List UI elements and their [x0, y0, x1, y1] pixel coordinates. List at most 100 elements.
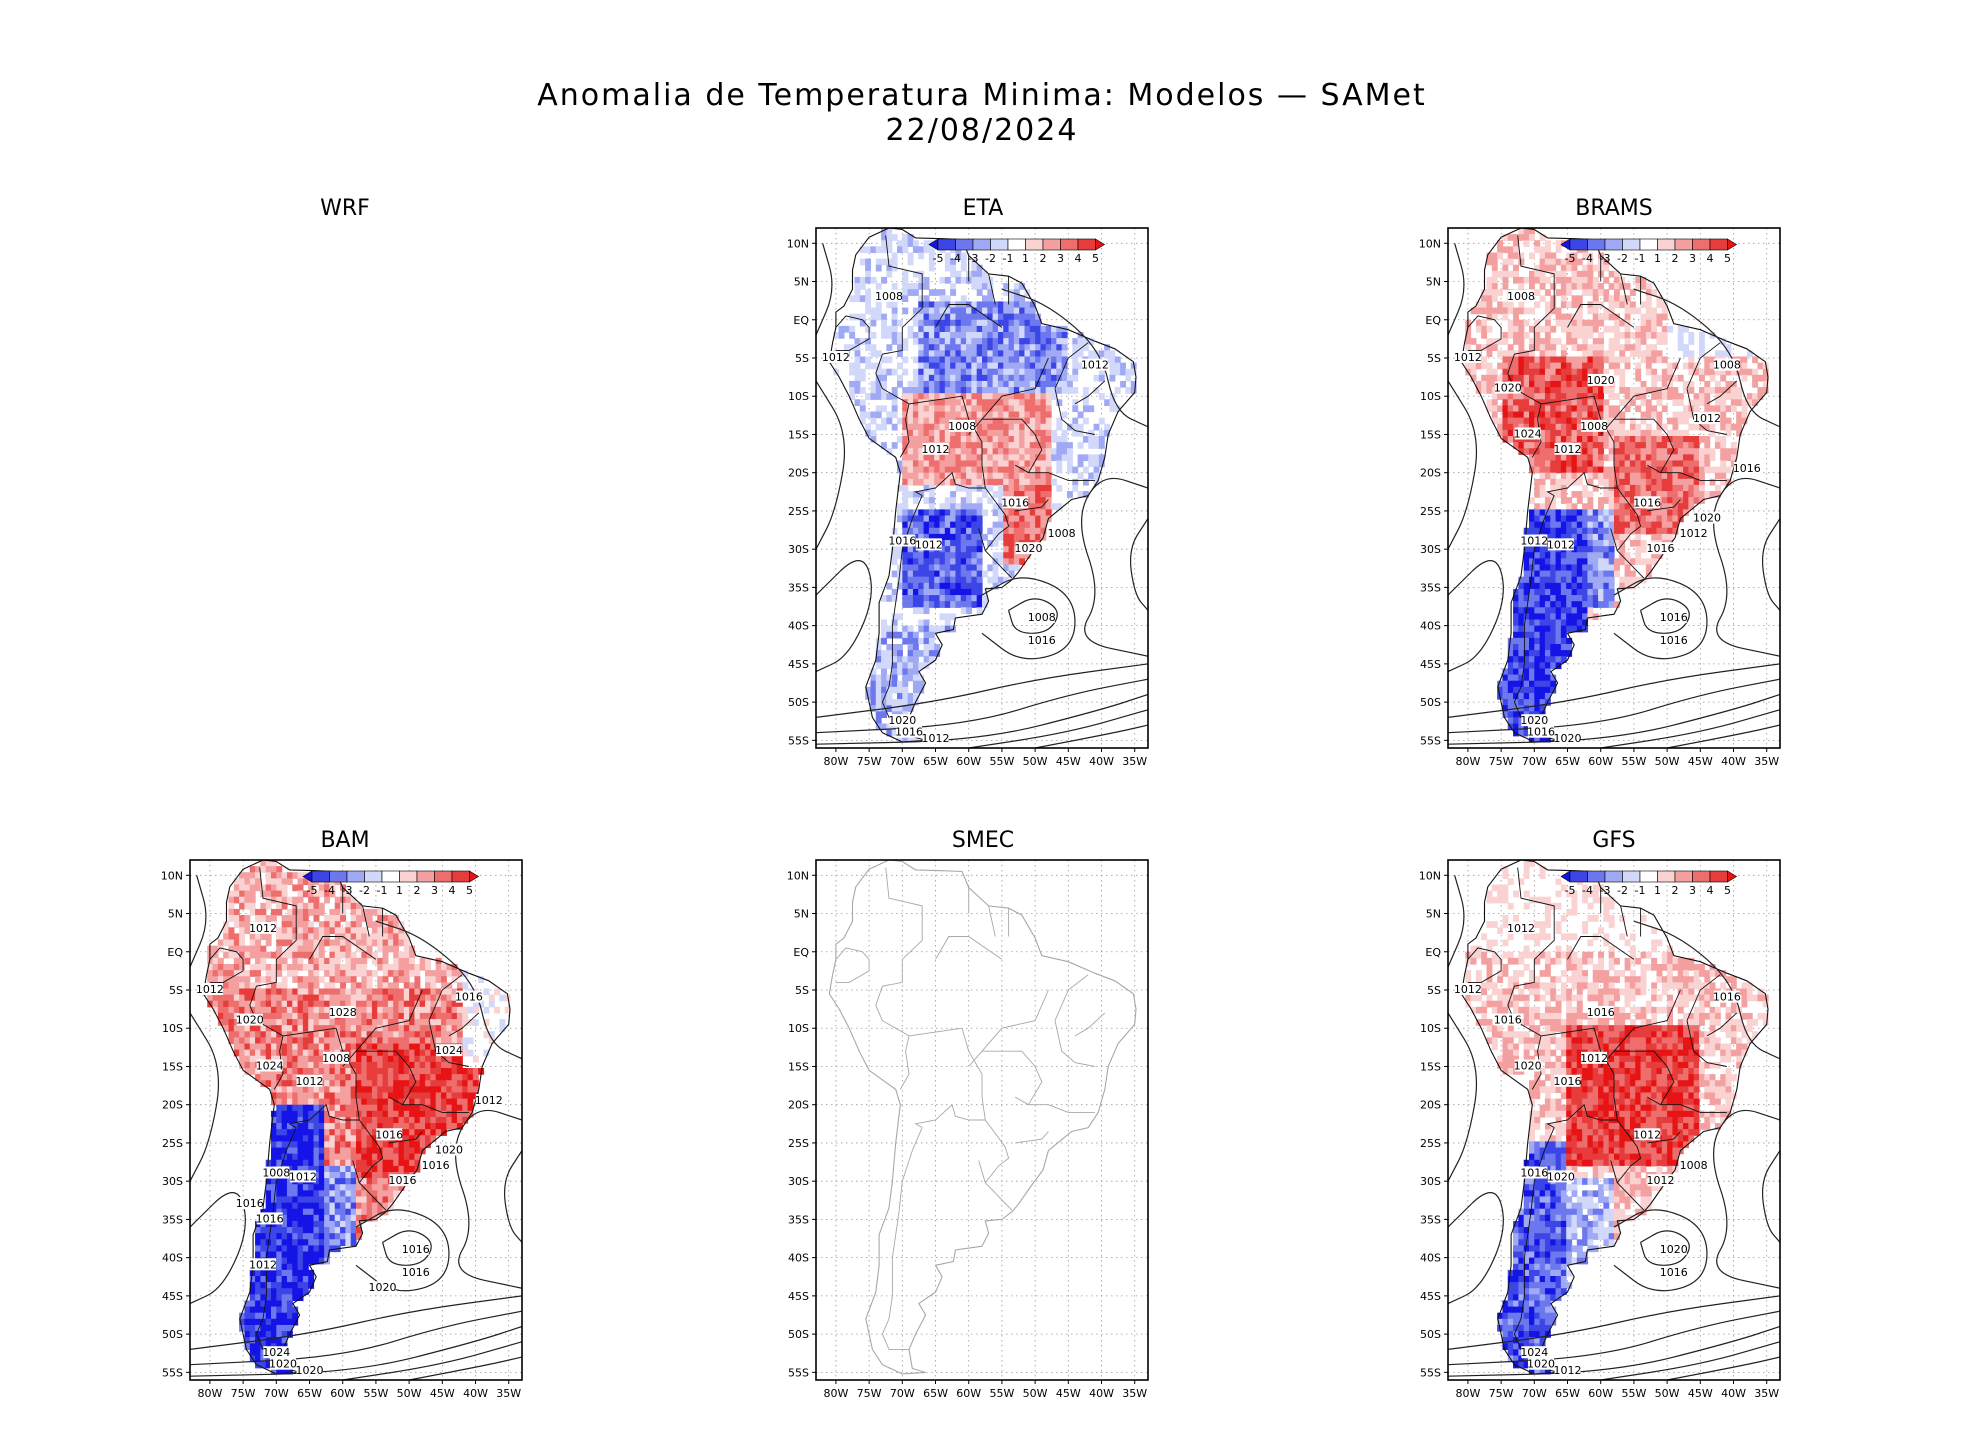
anomaly-cell	[1523, 448, 1530, 455]
anomaly-cell	[944, 258, 951, 266]
anomaly-cell	[950, 283, 957, 290]
anomaly-cell	[918, 527, 925, 535]
anomaly-cell	[1640, 558, 1647, 566]
anomaly-cell	[1513, 723, 1519, 731]
anomaly-cell	[1582, 570, 1589, 578]
anomaly-cell	[1518, 576, 1525, 584]
anomaly-cell	[1688, 491, 1695, 498]
anomaly-cell	[308, 1012, 315, 1020]
anomaly-cell	[1560, 582, 1567, 590]
anomaly-cell	[1529, 283, 1535, 290]
anomaly-cell	[244, 976, 251, 983]
anomaly-cell	[1714, 472, 1721, 480]
anomaly-cell	[960, 564, 967, 572]
anomaly-cell	[912, 283, 919, 290]
anomaly-cell	[1513, 668, 1519, 676]
anomaly-cell	[308, 884, 315, 892]
anomaly-cell	[1587, 472, 1594, 480]
anomaly-cell	[308, 902, 315, 910]
anomaly-cell	[1635, 527, 1642, 535]
anomaly-cell	[950, 595, 957, 602]
anomaly-cell	[1704, 442, 1711, 449]
anomaly-cell	[217, 945, 224, 953]
anomaly-cell	[939, 411, 946, 419]
anomaly-cell	[1093, 436, 1100, 443]
anomaly-cell	[286, 939, 293, 947]
lon-tick-label: 50W	[1655, 755, 1680, 768]
anomaly-cell	[939, 338, 946, 345]
anomaly-cell	[1582, 619, 1589, 627]
anomaly-cell	[1523, 405, 1530, 413]
anomaly-cell	[1619, 332, 1626, 339]
anomaly-cell	[950, 521, 957, 529]
anomaly-cell	[1629, 442, 1636, 449]
anomaly-cell	[870, 705, 877, 712]
anomaly-cell	[1003, 423, 1010, 431]
anomaly-cell	[1741, 417, 1748, 425]
anomaly-cell	[1003, 338, 1010, 345]
anomaly-cell	[1539, 582, 1546, 590]
anomaly-cell	[302, 878, 309, 886]
anomaly-cell	[918, 417, 925, 425]
anomaly-cell	[1513, 631, 1519, 639]
colorbar-swatch	[1007, 238, 1026, 251]
anomaly-cell	[1056, 454, 1063, 462]
anomaly-cell	[1571, 429, 1578, 437]
anomaly-cell	[1582, 332, 1589, 339]
anomaly-cell	[228, 908, 235, 916]
anomaly-cell	[854, 276, 861, 284]
anomaly-cell	[387, 933, 394, 941]
lon-tick-label: 65W	[1555, 755, 1580, 768]
country-border	[935, 304, 1003, 328]
anomaly-cell	[955, 454, 962, 462]
anomaly-cell	[1603, 356, 1610, 364]
anomaly-cell	[419, 988, 426, 996]
anomaly-cell	[1624, 460, 1631, 468]
anomaly-cell	[1077, 344, 1084, 351]
anomaly-cell	[366, 994, 373, 1002]
anomaly-cell	[1582, 546, 1589, 553]
anomaly-cell	[1035, 325, 1042, 333]
anomaly-cell	[1470, 338, 1477, 345]
anomaly-cell	[1566, 393, 1573, 400]
anomaly-cell	[950, 448, 957, 455]
anomaly-cell	[398, 1000, 405, 1008]
anomaly-cell	[1672, 423, 1679, 431]
anomaly-cell	[1082, 466, 1089, 474]
anomaly-cell	[1109, 356, 1116, 364]
isobar-label: 1020	[1554, 732, 1582, 745]
anomaly-cell	[409, 994, 416, 1002]
anomaly-cell	[1725, 380, 1732, 388]
anomaly-cell	[1598, 595, 1604, 602]
anomaly-cell	[1720, 374, 1727, 382]
anomaly-cell	[1029, 491, 1036, 498]
anomaly-cell	[1614, 533, 1620, 541]
anomaly-cell	[992, 478, 999, 486]
anomaly-cell	[1603, 313, 1610, 321]
anomaly-cell	[1635, 423, 1642, 431]
anomaly-cell	[928, 558, 935, 566]
anomaly-cell	[1003, 533, 1010, 541]
anomaly-cell	[886, 228, 893, 235]
anomaly-cell	[950, 442, 957, 449]
anomaly-cell	[1035, 417, 1042, 425]
anomaly-cell	[1667, 484, 1674, 492]
anomaly-cell	[982, 344, 988, 351]
lat-tick-label: 35S	[788, 581, 809, 594]
anomaly-cell	[1529, 637, 1535, 645]
anomaly-cell	[1555, 570, 1562, 578]
anomaly-cell	[1534, 289, 1541, 296]
anomaly-cell	[1688, 399, 1695, 407]
anomaly-cell	[1029, 338, 1036, 345]
anomaly-cell	[382, 1006, 389, 1014]
anomaly-cell	[1523, 631, 1530, 639]
anomaly-cell	[955, 325, 962, 333]
anomaly-cell	[1035, 478, 1042, 486]
anomaly-cell	[1614, 558, 1620, 566]
anomaly-cell	[1667, 368, 1674, 376]
anomaly-cell	[992, 307, 999, 315]
anomaly-cell	[897, 417, 903, 425]
anomaly-cell	[1683, 509, 1689, 517]
anomaly-cell	[1529, 270, 1535, 278]
anomaly-cell	[1507, 399, 1514, 407]
